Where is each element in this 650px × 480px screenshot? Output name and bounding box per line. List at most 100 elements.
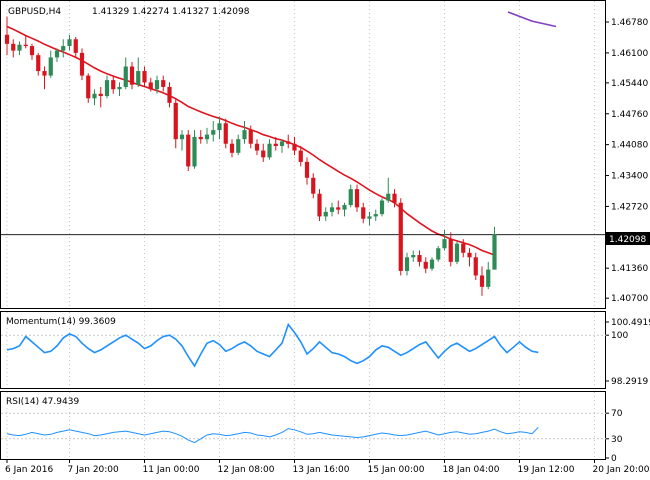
candle-body xyxy=(173,102,178,140)
momentum-line xyxy=(6,322,539,368)
candle-body xyxy=(111,80,116,90)
candle-body xyxy=(36,55,41,72)
candle-body xyxy=(486,269,491,287)
candle-body xyxy=(229,143,235,153)
candle-body xyxy=(4,34,10,44)
candle-body xyxy=(67,39,72,47)
date-tick-label: 15 Jan 00:00 xyxy=(368,465,425,475)
candle-body xyxy=(98,93,103,97)
candle-body xyxy=(23,44,28,47)
candle-body xyxy=(392,193,397,203)
candle-body xyxy=(54,50,60,58)
candle-body xyxy=(448,239,453,262)
candle-body xyxy=(186,134,191,167)
candle-body xyxy=(467,252,472,258)
candle-body xyxy=(479,275,485,287)
slow-moving-average-line xyxy=(507,11,557,28)
candle-body xyxy=(148,82,153,90)
candle-body xyxy=(192,136,197,167)
last-price-box xyxy=(606,232,650,245)
candle-body xyxy=(154,80,160,90)
axis-layer: 1.46780 1.46100 1.45440 1.44760 1.44080 1.434… xyxy=(5,18,650,475)
price-panel-frame xyxy=(0,0,606,309)
candle-body xyxy=(286,141,291,144)
candle-body xyxy=(236,139,241,153)
candle-body xyxy=(311,177,316,194)
candle-body xyxy=(117,86,122,90)
candle-body xyxy=(411,255,416,258)
candle-body xyxy=(423,261,428,269)
candle-body xyxy=(142,71,147,83)
candle-body xyxy=(336,207,341,210)
chart-header-ohlc: 1.41329 1.42274 1.41327 1.42098 xyxy=(92,7,250,17)
candle-body xyxy=(273,143,278,147)
candle-body xyxy=(348,189,353,206)
candle-body xyxy=(323,211,328,217)
candle-body xyxy=(129,66,135,85)
date-tick-label: 11 Jan 00:00 xyxy=(143,465,200,475)
rsi-line xyxy=(6,426,539,444)
date-tick-label: 6 Jan 2016 xyxy=(5,465,53,475)
price-tick-label: 1.44760 xyxy=(611,110,648,120)
candle-body xyxy=(73,39,78,53)
candle-body xyxy=(429,259,435,269)
candle-body xyxy=(404,257,410,271)
candle-body xyxy=(442,239,447,249)
rsi-tick-label: 30 xyxy=(611,435,623,445)
candle-body xyxy=(161,80,166,87)
rsi-tick-label: 70 xyxy=(611,409,623,419)
candle-body xyxy=(367,216,372,219)
candle-body xyxy=(373,214,378,217)
candle-body xyxy=(454,243,460,262)
chart-header-symbol: GBPUSD,H4 xyxy=(8,7,61,17)
candle-body xyxy=(61,46,66,51)
candle-body xyxy=(417,255,422,262)
candle-body xyxy=(86,75,91,99)
candle-body xyxy=(492,234,497,270)
candle-body xyxy=(361,207,366,219)
date-tick-label: 13 Jan 16:00 xyxy=(293,465,350,475)
date-tick-label: 7 Jan 20:00 xyxy=(68,465,120,475)
price-tick-label: 1.46100 xyxy=(611,49,648,59)
momentum-tick-label: 98.2919 xyxy=(611,377,648,387)
candle-body xyxy=(304,161,310,178)
candle-body xyxy=(217,123,222,131)
candle-body xyxy=(79,52,85,76)
candle-body xyxy=(92,93,97,99)
date-tick-label: 20 Jan 20:00 xyxy=(593,465,650,475)
candle-body xyxy=(279,141,285,147)
date-tick-label: 19 Jan 12:00 xyxy=(518,465,575,475)
candle-body xyxy=(198,136,203,140)
candle-body xyxy=(436,248,441,260)
candle-body xyxy=(317,193,322,217)
candle-body xyxy=(242,130,247,140)
momentum-title: Momentum(14) 99.3609 xyxy=(6,317,116,327)
momentum-tick-label: 100 xyxy=(611,331,628,341)
candle-body xyxy=(354,189,360,208)
candle-body xyxy=(11,43,16,51)
rsi-tick-label: 0 xyxy=(611,454,617,464)
candle-body xyxy=(248,130,253,144)
candle-body xyxy=(123,66,128,87)
rsi-panel-frame xyxy=(0,391,606,460)
momentum-tick-label: 100.4919 xyxy=(611,318,650,328)
candle-body xyxy=(167,86,172,103)
candle-body xyxy=(104,80,110,97)
candle-body xyxy=(261,150,266,158)
grid-layer xyxy=(1,1,606,459)
candle-body xyxy=(379,200,385,215)
candle-body xyxy=(223,123,228,144)
rsi-title: RSI(14) 47.9439 xyxy=(6,397,79,407)
candle-body xyxy=(267,143,272,158)
last-price-label: 1.42098 xyxy=(609,235,646,245)
candle-body xyxy=(329,207,335,212)
indicator-layer xyxy=(6,322,539,444)
candle-body xyxy=(179,134,185,140)
candle-body xyxy=(298,150,303,162)
date-tick-label: 12 Jan 08:00 xyxy=(218,465,275,475)
price-tick-label: 1.41360 xyxy=(611,264,648,274)
candle-body xyxy=(461,243,466,253)
candle-body xyxy=(292,143,297,151)
price-tick-label: 1.42720 xyxy=(611,202,648,212)
